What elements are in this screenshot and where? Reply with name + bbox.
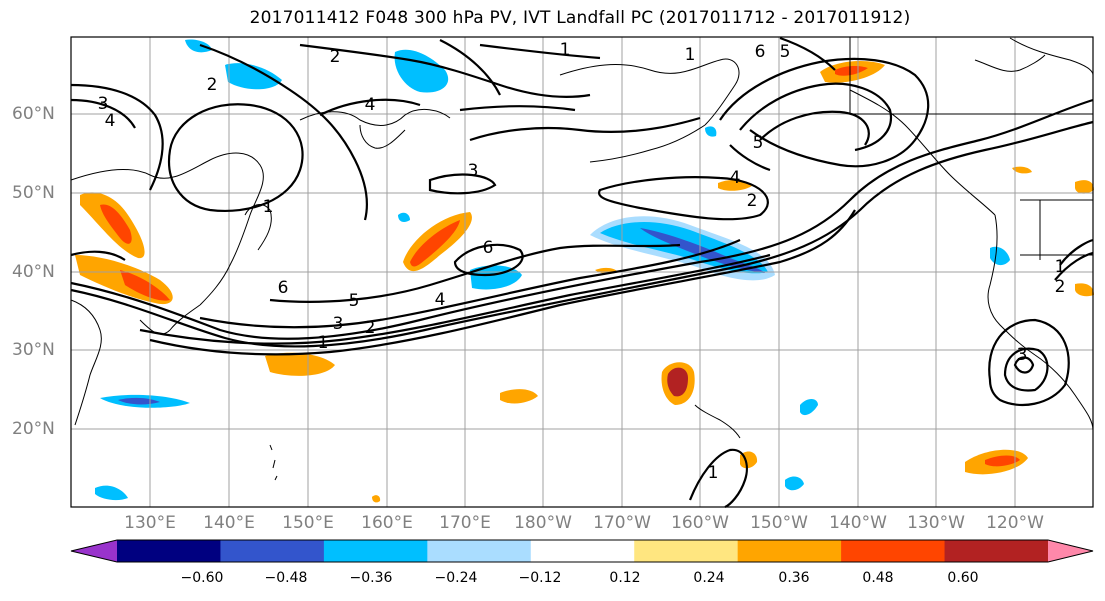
colorbar: [70, 539, 1094, 563]
colorbar-extend-low: [71, 540, 117, 562]
lon-label: 120°W: [986, 513, 1044, 533]
colorbar-tick-label: −0.36: [349, 570, 393, 586]
map-frame: [70, 36, 1094, 508]
contour-label: 4: [365, 95, 376, 115]
colorbar-swatch: [220, 540, 325, 562]
pv-positive-region: [1075, 283, 1094, 297]
contour-label-group: 3 4 2 1 4 3 6 6 5 4 3 2 1 4 2 6 5 1 1 2 …: [98, 40, 1066, 483]
lon-label: 170°E: [439, 513, 491, 533]
contour-label: 4: [730, 168, 741, 188]
pv-negative-region: [185, 39, 212, 53]
contour-label: 6: [483, 238, 494, 258]
lat-label: 20°N: [12, 419, 55, 439]
colorbar-tick-label: 0.12: [609, 570, 641, 586]
contour-label: 3: [98, 94, 109, 114]
map-gridlines: [71, 37, 1093, 507]
contour-label: 1: [318, 333, 329, 353]
lon-label: 180°W: [514, 513, 572, 533]
colorbar-outline: [70, 539, 1094, 563]
contour-label: 1: [560, 40, 571, 60]
contour-label: 3: [333, 314, 344, 334]
lat-label: 30°N: [12, 340, 55, 360]
colorbar-tick-label: 0.48: [862, 570, 894, 586]
colorbar-swatch: [427, 540, 532, 562]
pv-positive-region: [265, 352, 335, 376]
contour-label: 1: [708, 463, 719, 483]
lon-label: 160°E: [361, 513, 413, 533]
lon-label: 160°W: [671, 513, 729, 533]
colorbar-tick-label: −0.24: [434, 570, 478, 586]
lat-label: 40°N: [12, 262, 55, 282]
colorbar-swatch: [530, 540, 635, 562]
contour-label: 1: [685, 45, 696, 65]
lon-label: 150°W: [750, 513, 808, 533]
contour-label: 2: [1055, 277, 1066, 297]
contour-label: 6: [755, 42, 766, 62]
contour-label: 2: [330, 47, 341, 67]
colorbar-swatch: [944, 540, 1049, 562]
lon-label: 150°E: [282, 513, 334, 533]
colorbar-swatch: [841, 540, 946, 562]
lon-label: 140°E: [203, 513, 255, 533]
contour-label: 6: [278, 278, 289, 298]
contour-label: 2: [207, 75, 218, 95]
colorbar-extend-high: [1048, 540, 1093, 562]
contour-label: 3: [468, 161, 479, 181]
colorbar-tick-label: −0.12: [518, 570, 562, 586]
pv-negative-region: [785, 476, 804, 491]
pv-positive-region: [718, 180, 752, 191]
pv-positive-region: [500, 389, 538, 404]
lat-label: 60°N: [12, 104, 55, 124]
colorbar-tick-label: −0.48: [264, 570, 308, 586]
colorbar-tick-label: −0.60: [180, 570, 224, 586]
colorbar-tick-label: 0.60: [947, 570, 979, 586]
contour-label: 2: [747, 191, 758, 211]
pv-negative-region: [800, 398, 818, 416]
map-title: 2017011412 F048 300 hPa PV, IVT Landfall…: [249, 8, 911, 28]
contour-label: 2: [365, 318, 376, 338]
colorbar-swatch: [323, 540, 428, 562]
pv-negative-region: [95, 485, 128, 501]
colorbar-swatch: [117, 540, 221, 562]
lon-label: 130°W: [907, 513, 965, 533]
pv-negative-region: [225, 63, 282, 90]
contour-label: 1: [1055, 257, 1066, 277]
contour-label: 1: [263, 197, 274, 217]
contour-label: 3: [1017, 345, 1028, 365]
lon-label: 170°W: [593, 513, 651, 533]
contour-label: 5: [753, 133, 764, 153]
lon-label: 140°W: [829, 513, 887, 533]
contour-label: 5: [780, 42, 791, 62]
pv-positive-region: [1075, 180, 1094, 194]
colorbar-tick-label: 0.36: [778, 570, 810, 586]
lat-label: 50°N: [12, 183, 55, 203]
colorbar-tick-label: 0.24: [693, 570, 725, 586]
contour-label: 5: [349, 291, 360, 311]
contour-label: 4: [435, 290, 446, 310]
colorbar-swatch: [737, 540, 842, 562]
contour-label: 4: [105, 111, 116, 131]
lon-label: 130°E: [124, 513, 176, 533]
colorbar-swatch: [634, 540, 739, 562]
